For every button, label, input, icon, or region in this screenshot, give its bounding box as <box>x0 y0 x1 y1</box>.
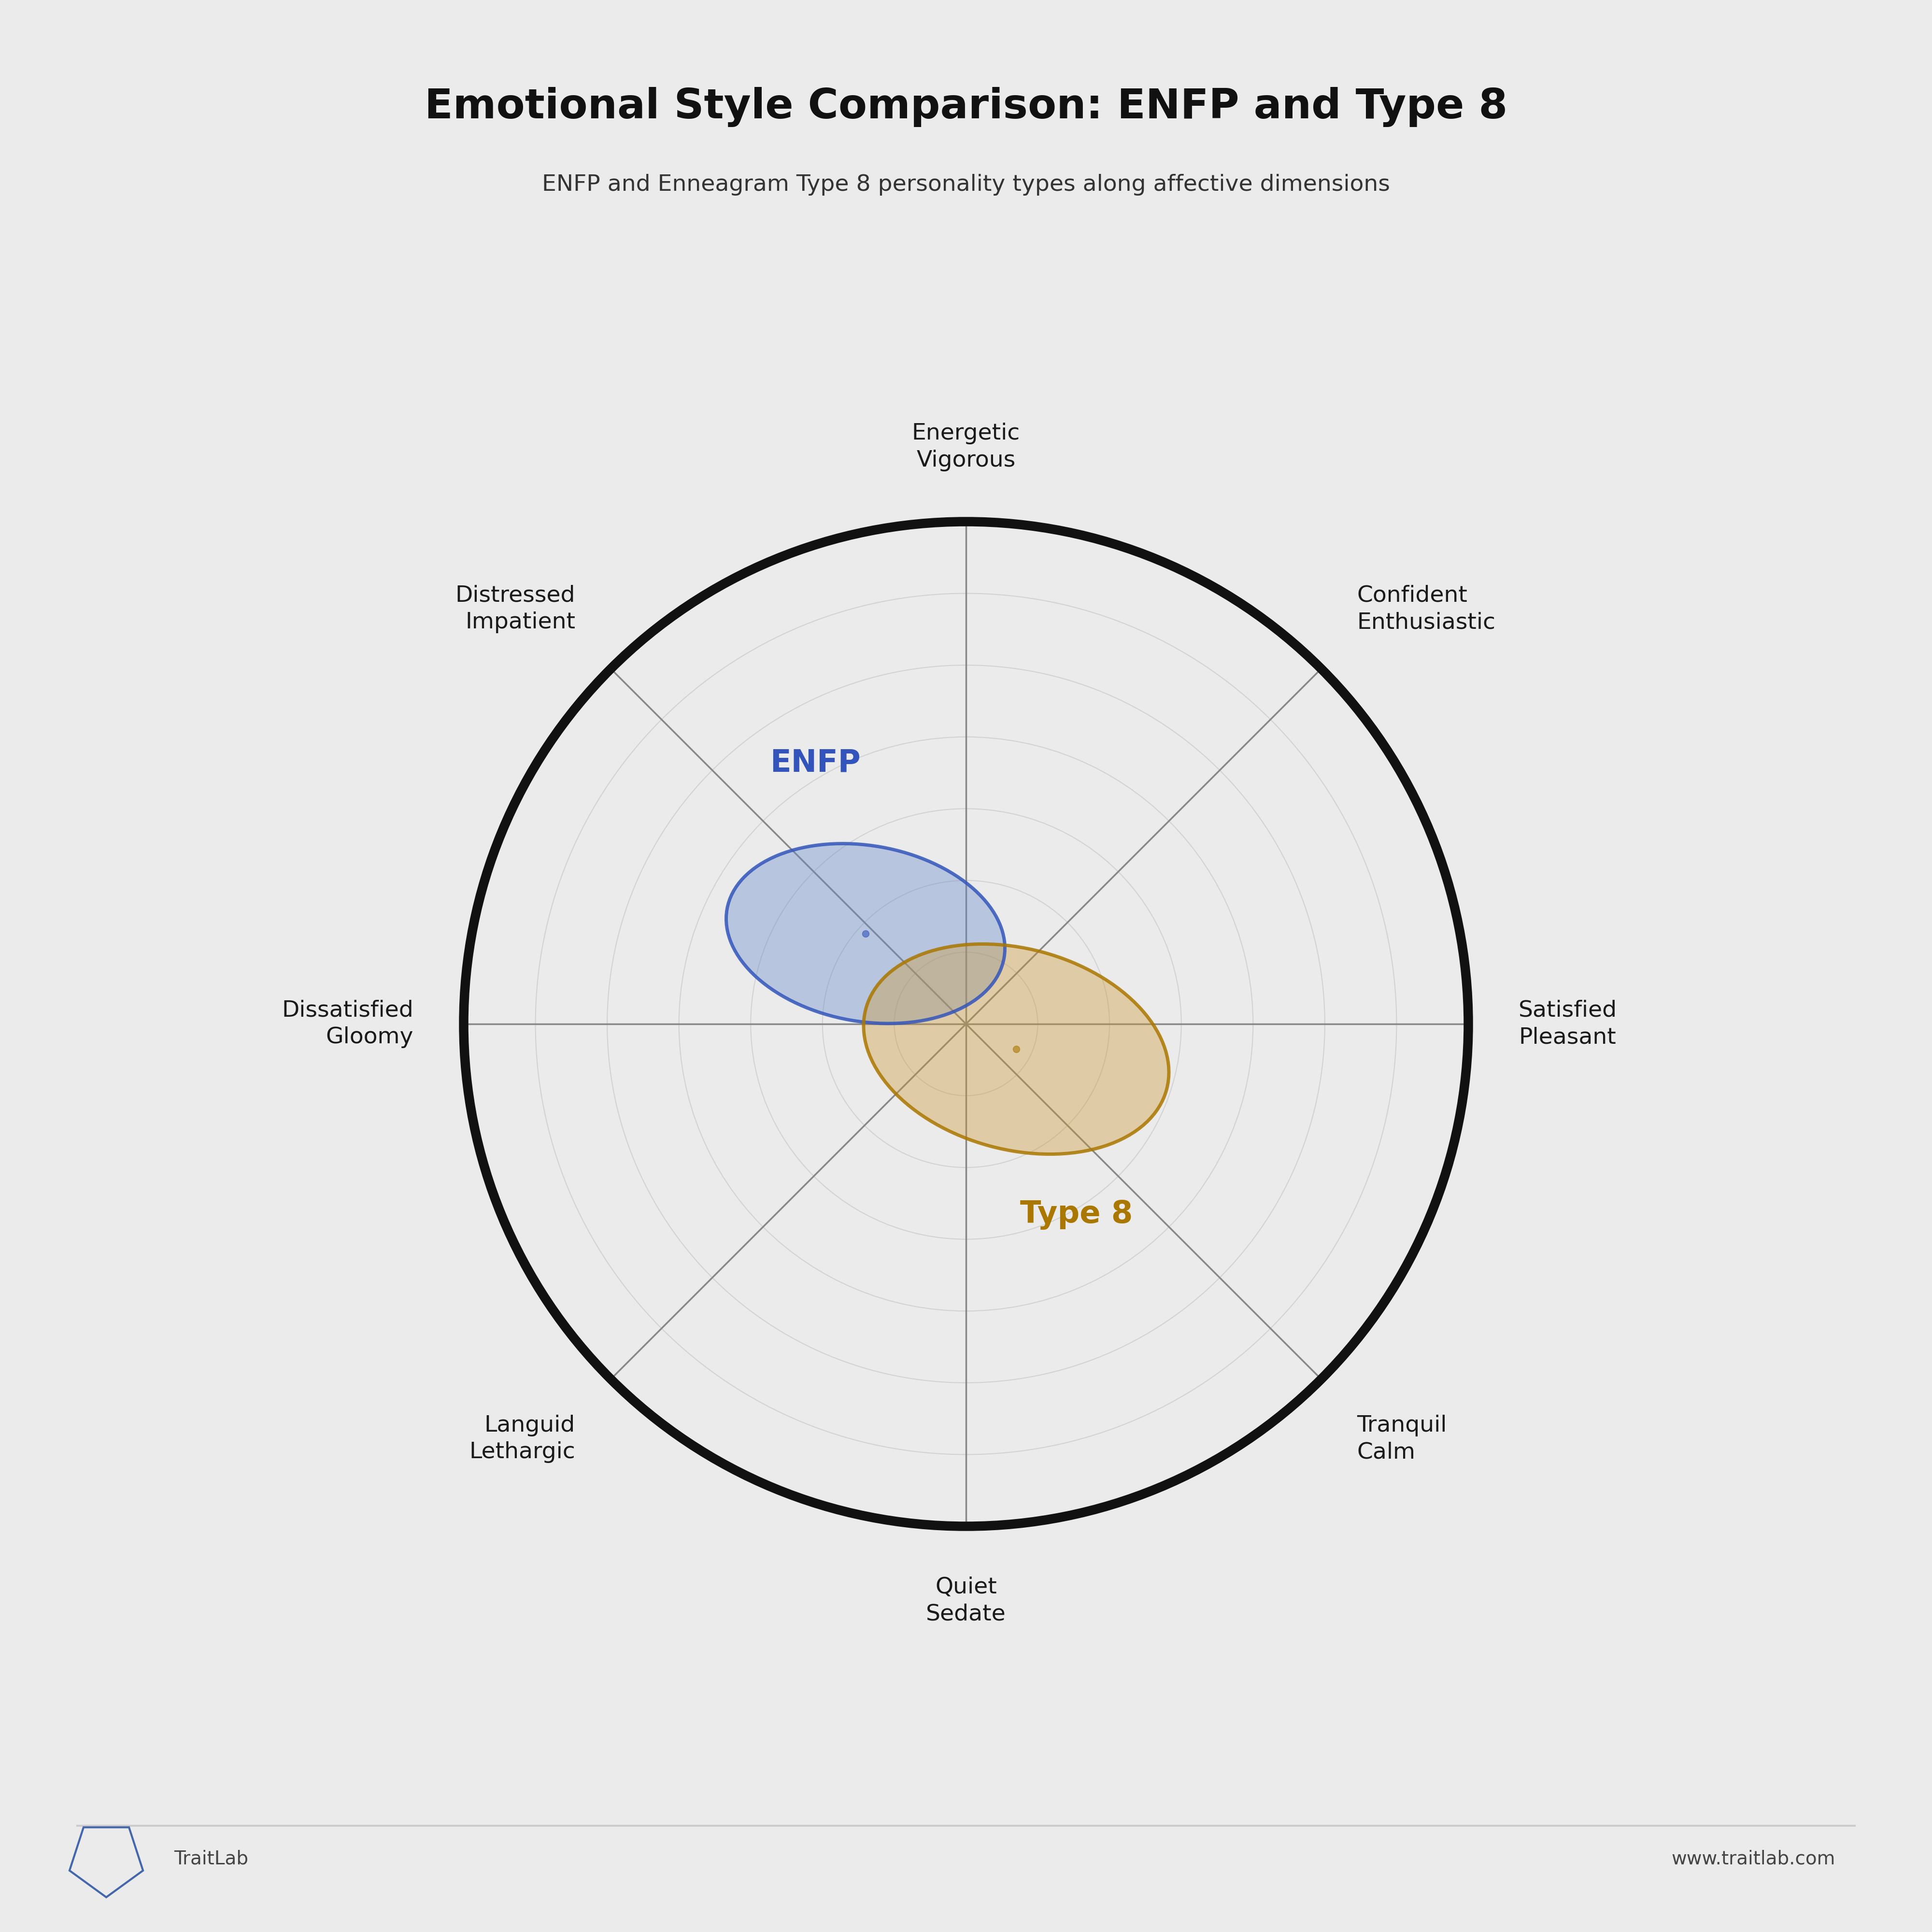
Text: ENFP and Enneagram Type 8 personality types along affective dimensions: ENFP and Enneagram Type 8 personality ty… <box>543 174 1389 195</box>
Ellipse shape <box>726 844 1005 1024</box>
Text: ENFP: ENFP <box>771 748 860 779</box>
Text: Tranquil
Calm: Tranquil Calm <box>1356 1414 1447 1463</box>
Text: Languid
Lethargic: Languid Lethargic <box>469 1414 576 1463</box>
Text: www.traitlab.com: www.traitlab.com <box>1671 1849 1835 1868</box>
Text: Emotional Style Comparison: ENFP and Type 8: Emotional Style Comparison: ENFP and Typ… <box>425 87 1507 128</box>
Text: Type 8: Type 8 <box>1020 1200 1132 1231</box>
Text: Confident
Enthusiastic: Confident Enthusiastic <box>1356 585 1495 634</box>
Text: TraitLab: TraitLab <box>174 1849 247 1868</box>
Text: Quiet
Sedate: Quiet Sedate <box>925 1577 1007 1625</box>
Text: Dissatisfied
Gloomy: Dissatisfied Gloomy <box>282 999 413 1049</box>
Text: Satisfied
Pleasant: Satisfied Pleasant <box>1519 999 1617 1049</box>
Text: Distressed
Impatient: Distressed Impatient <box>456 585 576 634</box>
Text: Energetic
Vigorous: Energetic Vigorous <box>912 423 1020 471</box>
Ellipse shape <box>864 945 1169 1153</box>
